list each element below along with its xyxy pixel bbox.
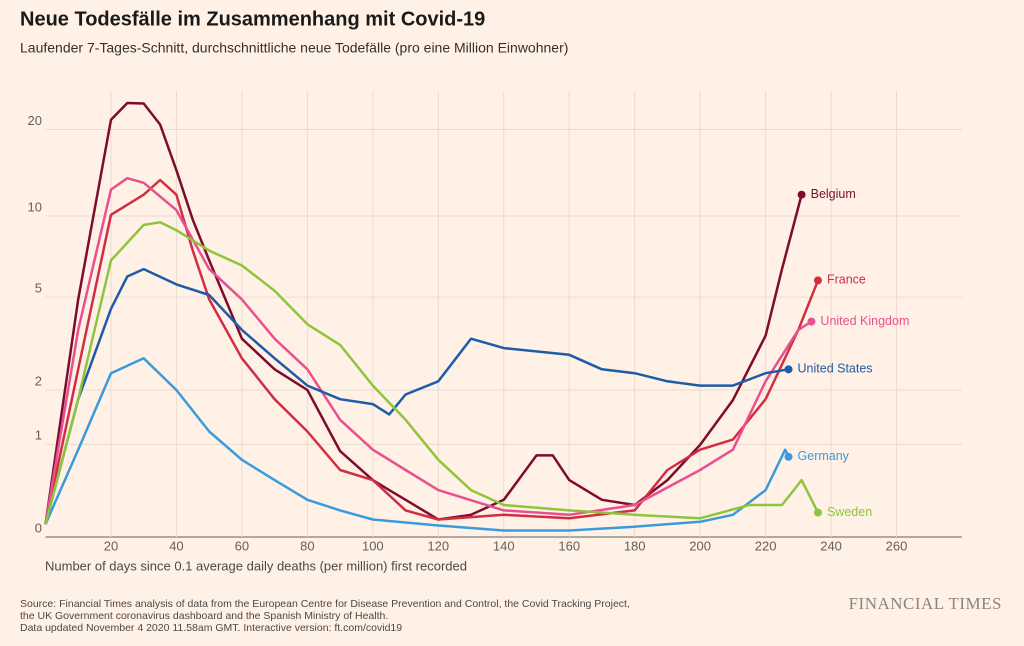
- x-tick-label: 140: [493, 538, 515, 553]
- series-line: [44, 178, 820, 525]
- x-tick-label: 240: [820, 538, 842, 553]
- x-tick-label: 160: [558, 538, 580, 553]
- series-line: [44, 267, 789, 525]
- chart-subtitle: Laufender 7-Tages-Schnitt, durchschnittl…: [20, 40, 568, 56]
- source-line: the UK Government coronavirus dashboard …: [20, 610, 388, 622]
- end-dot: [813, 276, 822, 285]
- source-line: Data updated November 4 2020 11.58am GMT…: [20, 622, 402, 634]
- x-tick-label: 180: [624, 538, 646, 553]
- series-line: [44, 221, 820, 525]
- end-dot: [807, 317, 816, 326]
- y-tick-label: 1: [35, 428, 42, 443]
- series-label: Belgium: [811, 187, 856, 201]
- y-tick-label: 10: [28, 199, 42, 214]
- end-dot: [813, 508, 822, 517]
- x-tick-label: 60: [235, 538, 249, 553]
- y-tick-label: 20: [28, 113, 42, 128]
- series-label: United States: [798, 362, 873, 376]
- x-tick-label: 260: [886, 538, 908, 553]
- x-tick-label: 120: [427, 538, 449, 553]
- series-line: [44, 176, 813, 525]
- x-tick-label: 20: [104, 538, 118, 553]
- chart-title: Neue Todesfälle im Zusammenhang mit Covi…: [20, 8, 485, 30]
- series-label: Germany: [798, 449, 850, 463]
- series-line: [44, 357, 790, 532]
- brand: FINANCIAL TIMES: [849, 594, 1002, 613]
- end-dot: [784, 452, 793, 461]
- series-label: France: [827, 273, 866, 287]
- source-line: Source: Financial Times analysis of data…: [20, 598, 630, 610]
- y-tick-label: 5: [35, 281, 42, 296]
- series-line: [44, 101, 803, 525]
- x-tick-label: 40: [169, 538, 183, 553]
- series-label: United Kingdom: [820, 314, 909, 328]
- x-tick-label: 100: [362, 538, 384, 553]
- x-tick-label: 80: [300, 538, 314, 553]
- end-dot: [797, 190, 806, 199]
- series-label: Sweden: [827, 505, 872, 519]
- y-tick-label: 2: [35, 373, 42, 388]
- x-tick-label: 200: [689, 538, 711, 553]
- x-axis-label: Number of days since 0.1 average daily d…: [45, 558, 467, 573]
- end-dot: [784, 365, 793, 374]
- y-tick-label: 0: [35, 520, 42, 535]
- x-tick-label: 220: [755, 538, 777, 553]
